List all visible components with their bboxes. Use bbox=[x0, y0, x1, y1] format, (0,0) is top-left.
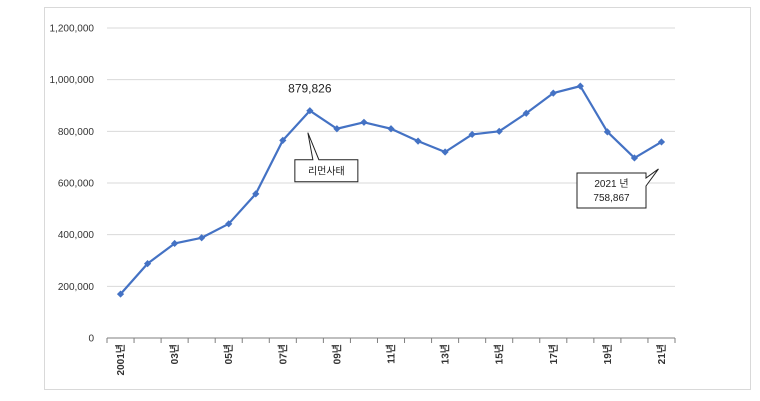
data-point bbox=[143, 260, 152, 268]
x-tick-label: 21년 bbox=[655, 344, 668, 364]
data-point bbox=[414, 137, 422, 145]
data-point bbox=[279, 136, 287, 144]
data-point bbox=[387, 125, 395, 133]
x-tick-label: 17년 bbox=[547, 344, 560, 364]
x-tick-label: 13년 bbox=[439, 344, 452, 364]
data-point bbox=[549, 89, 557, 97]
data-point bbox=[225, 220, 233, 228]
data-point bbox=[252, 190, 260, 198]
data-point bbox=[576, 82, 584, 90]
event-callout-box bbox=[294, 132, 359, 183]
x-tick-label: 15년 bbox=[493, 344, 506, 364]
event-callout-label: 리먼사태 bbox=[308, 166, 345, 178]
data-point bbox=[495, 127, 503, 135]
x-tick-label: 05년 bbox=[222, 344, 235, 364]
y-tick-label: 0 bbox=[88, 334, 94, 345]
data-point bbox=[333, 125, 341, 133]
x-tick-label: 19년 bbox=[601, 344, 614, 364]
data-point bbox=[522, 109, 530, 117]
data-point bbox=[468, 130, 476, 139]
y-tick-label: 600,000 bbox=[58, 179, 95, 190]
x-tick-label: 03년 bbox=[168, 344, 181, 364]
x-tick-label: 07년 bbox=[276, 344, 289, 364]
final-callout-year: 2021 년 bbox=[594, 178, 628, 190]
x-tick-label: 2001년 bbox=[114, 344, 127, 375]
y-tick-label: 1,200,000 bbox=[50, 24, 95, 35]
final-callout-value: 758,867 bbox=[593, 193, 630, 204]
x-tick-label: 09년 bbox=[330, 344, 343, 364]
final-callout-box bbox=[576, 168, 659, 209]
y-tick-label: 400,000 bbox=[58, 230, 95, 241]
data-point bbox=[441, 148, 449, 156]
y-tick-label: 800,000 bbox=[58, 127, 95, 138]
data-point bbox=[171, 239, 179, 248]
data-point bbox=[306, 107, 314, 115]
data-point bbox=[116, 290, 125, 298]
y-tick-label: 1,000,000 bbox=[50, 75, 95, 86]
data-point bbox=[198, 234, 206, 242]
data-point bbox=[630, 154, 639, 162]
y-tick-label: 200,000 bbox=[58, 282, 95, 293]
data-point bbox=[657, 138, 666, 146]
data-point bbox=[603, 128, 611, 136]
peak-value-label: 879,826 bbox=[288, 82, 332, 96]
data-point bbox=[360, 118, 368, 126]
x-tick-label: 11년 bbox=[385, 344, 398, 364]
